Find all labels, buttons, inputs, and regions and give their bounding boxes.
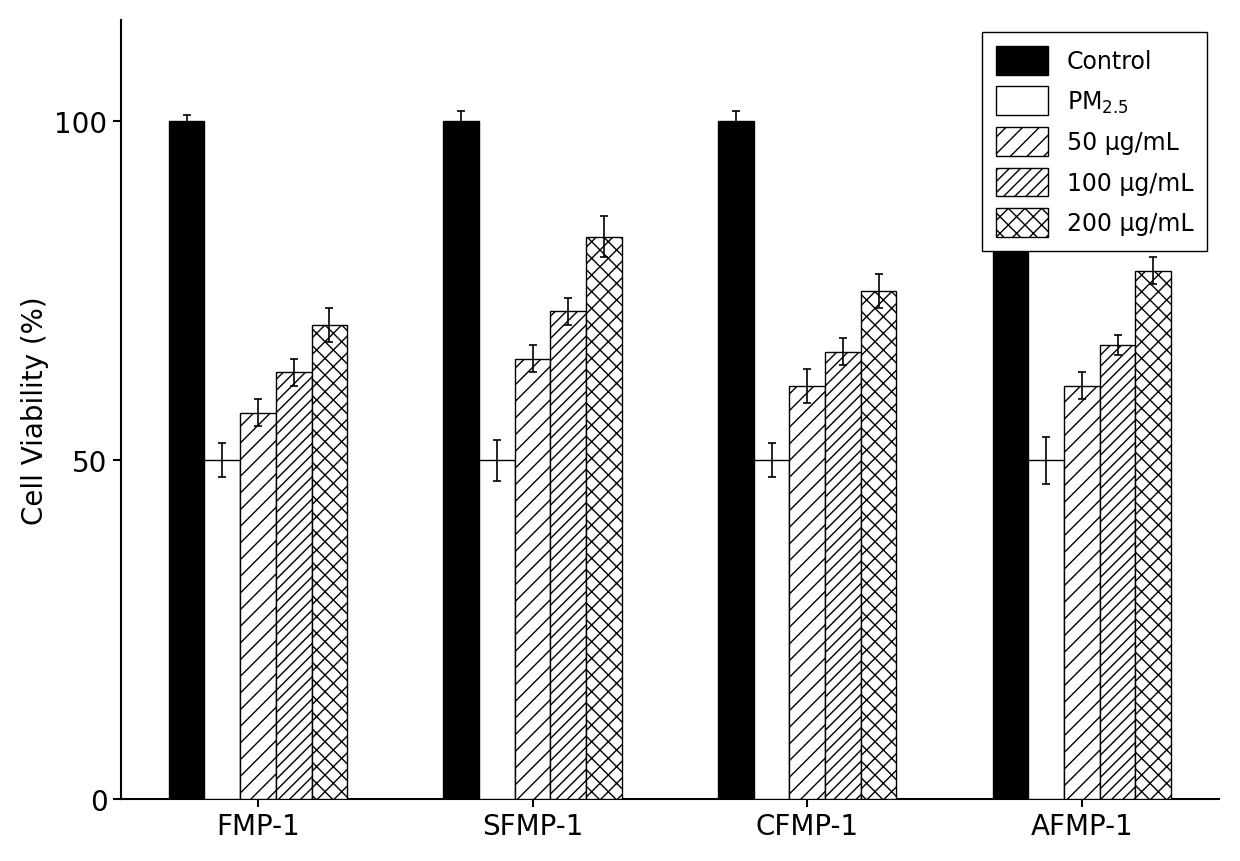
Bar (718, 122, 754, 799)
Bar (241, 413, 275, 799)
Bar (1028, 461, 1064, 799)
Bar (515, 359, 551, 799)
Bar (551, 312, 587, 799)
Bar (169, 122, 205, 799)
Legend: Control, PM$_{2.5}$, 50 μg/mL, 100 μg/mL, 200 μg/mL: Control, PM$_{2.5}$, 50 μg/mL, 100 μg/mL… (982, 33, 1208, 252)
Bar (205, 461, 241, 799)
Bar (479, 461, 515, 799)
Bar (444, 122, 479, 799)
Bar (790, 387, 825, 799)
Bar (825, 352, 861, 799)
Bar (1064, 387, 1100, 799)
Bar (587, 238, 622, 799)
Bar (754, 461, 790, 799)
Bar (1136, 271, 1171, 799)
Bar (1100, 345, 1136, 799)
Bar (311, 325, 347, 799)
Y-axis label: Cell Viability (%): Cell Viability (%) (21, 295, 48, 524)
Bar (861, 292, 897, 799)
Bar (992, 122, 1028, 799)
Bar (275, 373, 311, 799)
